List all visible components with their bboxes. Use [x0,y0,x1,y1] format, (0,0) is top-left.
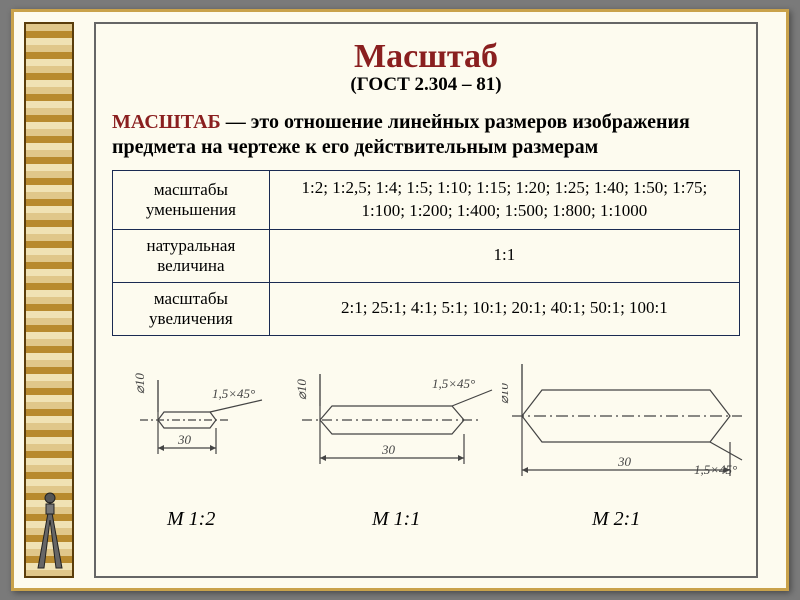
dia-label: ⌀10 [502,383,511,404]
slide-card: Масштаб (ГОСТ 2.304 – 81) МАСШТАБ — это … [11,9,789,591]
row-value: 1:2; 1:2,5; 1:4; 1:5; 1:10; 1:15; 1:20; … [269,171,739,230]
dia-label: ⌀10 [132,373,147,394]
len-label: 30 [617,454,632,469]
dia-label: ⌀10 [294,379,309,400]
pin-drawing-small: ⌀10 1,5×45° 30 [112,350,292,510]
content-panel: Масштаб (ГОСТ 2.304 – 81) МАСШТАБ — это … [94,22,758,578]
drawing-label: М 1:1 [372,508,420,531]
row-header: масштабы уменьшения [113,171,270,230]
row-value: 1:1 [269,229,739,282]
drawings-area: ⌀10 1,5×45° 30 [112,350,740,540]
pin-drawing-medium: ⌀10 1,5×45° 30 [282,350,512,510]
compass-icon [30,490,70,574]
chamfer-label: 1,5×45° [432,376,475,391]
table-row: масштабы увеличения 2:1; 25:1; 4:1; 5:1;… [113,282,740,335]
drawing-label: М 2:1 [592,508,640,531]
drawing-label: М 1:2 [167,508,215,531]
row-header: масштабы увеличения [113,282,270,335]
table-row: масштабы уменьшения 1:2; 1:2,5; 1:4; 1:5… [113,171,740,230]
page-subtitle: (ГОСТ 2.304 – 81) [112,74,740,96]
row-value: 2:1; 25:1; 4:1; 5:1; 10:1; 20:1; 40:1; 5… [269,282,739,335]
row-header: натуральная величина [113,229,270,282]
definition-term: МАСШТАБ [112,111,221,133]
page-title: Масштаб [112,38,740,76]
chamfer-label: 1,5×45° [212,386,255,401]
scales-table: масштабы уменьшения 1:2; 1:2,5; 1:4; 1:5… [112,170,740,336]
definition: МАСШТАБ — это отношение линейных размеро… [112,110,740,160]
len-label: 30 [177,432,192,447]
len-label: 30 [381,442,396,457]
pin-drawing-large: ⌀10 1,5×45° 30 [502,350,752,510]
table-row: натуральная величина 1:1 [113,229,740,282]
